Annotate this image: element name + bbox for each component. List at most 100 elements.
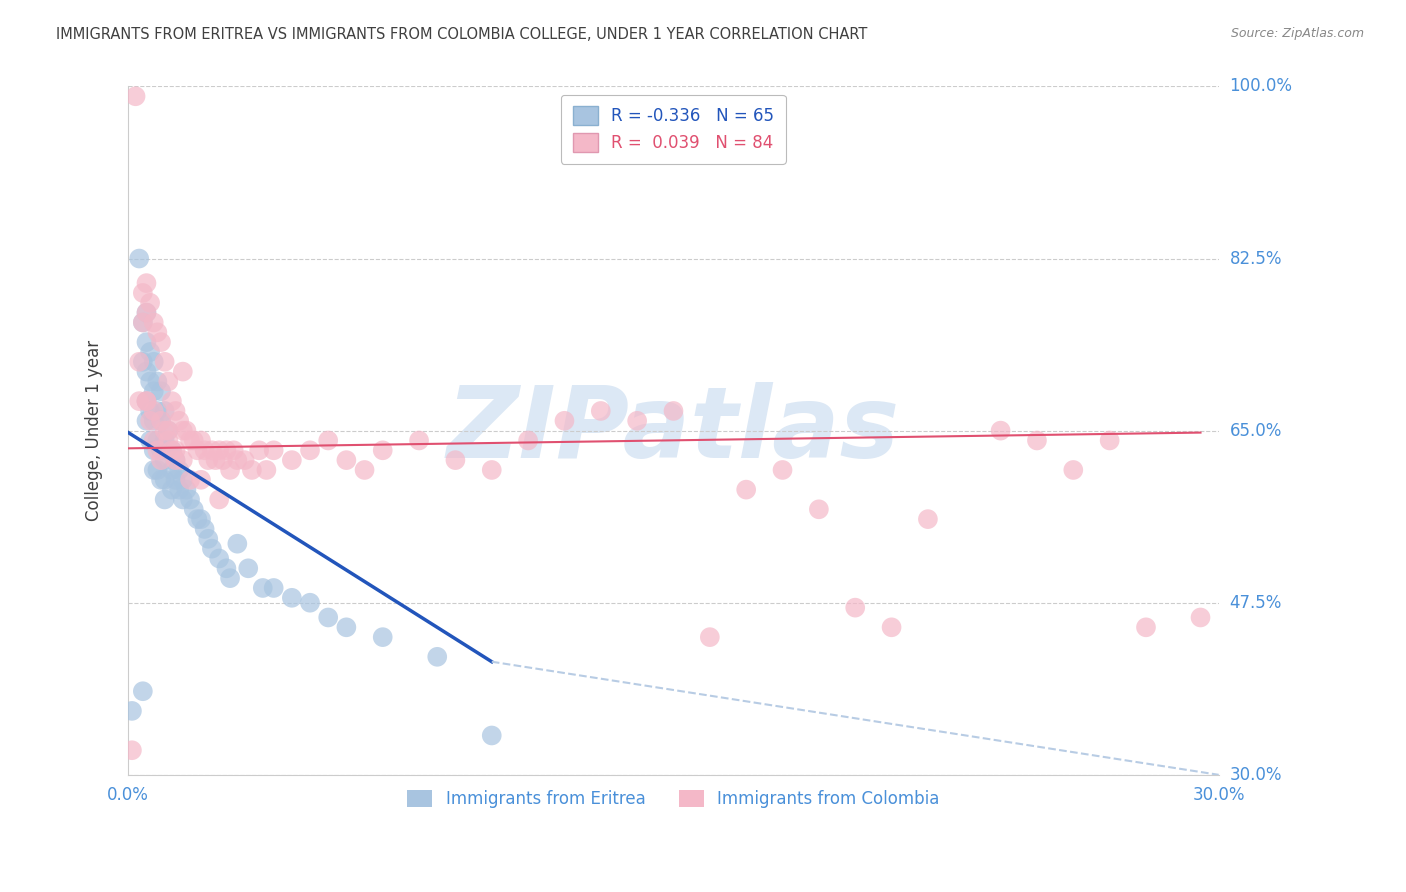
Point bbox=[335, 453, 357, 467]
Point bbox=[142, 434, 165, 448]
Point bbox=[135, 414, 157, 428]
Point bbox=[135, 335, 157, 350]
Point bbox=[142, 355, 165, 369]
Point bbox=[157, 443, 180, 458]
Point bbox=[135, 394, 157, 409]
Point bbox=[208, 443, 231, 458]
Point bbox=[226, 537, 249, 551]
Point bbox=[135, 365, 157, 379]
Point bbox=[146, 404, 169, 418]
Point bbox=[1098, 434, 1121, 448]
Point bbox=[444, 453, 467, 467]
Text: 100.0%: 100.0% bbox=[1230, 78, 1292, 95]
Point bbox=[772, 463, 794, 477]
Point bbox=[990, 424, 1012, 438]
Point bbox=[142, 414, 165, 428]
Point bbox=[172, 492, 194, 507]
Point bbox=[153, 453, 176, 467]
Point bbox=[176, 424, 198, 438]
Point bbox=[176, 483, 198, 497]
Point bbox=[153, 434, 176, 448]
Point bbox=[215, 561, 238, 575]
Text: 82.5%: 82.5% bbox=[1230, 250, 1282, 268]
Point bbox=[186, 512, 208, 526]
Point bbox=[238, 561, 260, 575]
Point bbox=[132, 684, 155, 698]
Point bbox=[662, 404, 685, 418]
Point bbox=[735, 483, 758, 497]
Text: ZIPatlas: ZIPatlas bbox=[447, 382, 900, 479]
Point bbox=[408, 434, 430, 448]
Point bbox=[426, 649, 449, 664]
Point bbox=[150, 443, 173, 458]
Point bbox=[142, 384, 165, 399]
Point bbox=[160, 394, 183, 409]
Point bbox=[194, 443, 217, 458]
Point bbox=[142, 443, 165, 458]
Point bbox=[190, 434, 212, 448]
Point bbox=[135, 305, 157, 319]
Point bbox=[1062, 463, 1084, 477]
Point bbox=[150, 473, 173, 487]
Point bbox=[247, 443, 270, 458]
Point bbox=[157, 424, 180, 438]
Point bbox=[807, 502, 830, 516]
Point bbox=[371, 630, 394, 644]
Point bbox=[139, 434, 162, 448]
Point bbox=[150, 453, 173, 467]
Point bbox=[135, 394, 157, 409]
Point bbox=[219, 571, 242, 585]
Point bbox=[281, 453, 304, 467]
Point bbox=[553, 414, 575, 428]
Point bbox=[626, 414, 648, 428]
Point bbox=[150, 384, 173, 399]
Point bbox=[215, 443, 238, 458]
Point bbox=[179, 473, 201, 487]
Point bbox=[150, 335, 173, 350]
Point bbox=[844, 600, 866, 615]
Point bbox=[183, 434, 205, 448]
Point bbox=[160, 483, 183, 497]
Point bbox=[157, 434, 180, 448]
Point bbox=[153, 492, 176, 507]
Point bbox=[299, 443, 322, 458]
Point bbox=[165, 473, 187, 487]
Point bbox=[179, 434, 201, 448]
Point bbox=[589, 404, 612, 418]
Point bbox=[219, 463, 242, 477]
Y-axis label: College, Under 1 year: College, Under 1 year bbox=[86, 340, 103, 521]
Point bbox=[135, 276, 157, 290]
Point bbox=[211, 453, 233, 467]
Point bbox=[1189, 610, 1212, 624]
Point bbox=[124, 89, 146, 103]
Point bbox=[254, 463, 277, 477]
Point bbox=[165, 453, 187, 467]
Point bbox=[121, 743, 143, 757]
Point bbox=[139, 404, 162, 418]
Point bbox=[160, 443, 183, 458]
Point bbox=[132, 315, 155, 329]
Point bbox=[371, 443, 394, 458]
Point bbox=[142, 315, 165, 329]
Point bbox=[146, 463, 169, 477]
Point bbox=[132, 355, 155, 369]
Point bbox=[172, 453, 194, 467]
Point bbox=[197, 453, 219, 467]
Point bbox=[153, 404, 176, 418]
Text: 47.5%: 47.5% bbox=[1230, 594, 1282, 612]
Point bbox=[190, 512, 212, 526]
Point bbox=[146, 326, 169, 340]
Point bbox=[335, 620, 357, 634]
Point bbox=[146, 434, 169, 448]
Text: 65.0%: 65.0% bbox=[1230, 422, 1282, 440]
Point bbox=[880, 620, 903, 634]
Point bbox=[167, 463, 190, 477]
Point bbox=[165, 443, 187, 458]
Point bbox=[139, 295, 162, 310]
Point bbox=[481, 729, 503, 743]
Point bbox=[128, 394, 150, 409]
Point bbox=[160, 463, 183, 477]
Text: 30.0%: 30.0% bbox=[1230, 766, 1282, 784]
Point bbox=[167, 414, 190, 428]
Point bbox=[194, 522, 217, 536]
